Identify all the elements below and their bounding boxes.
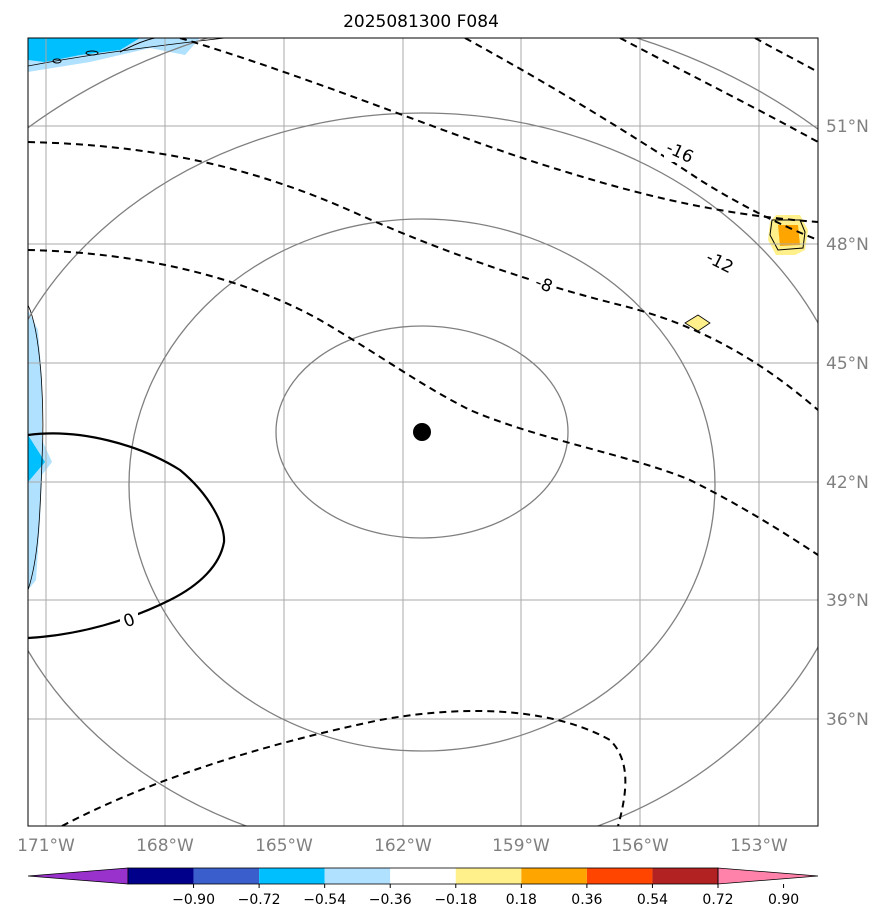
colorbar-tick-label: −0.36	[369, 892, 412, 908]
colorbar-segment	[586, 868, 653, 884]
colorbar-tick-label: 0.36	[571, 892, 602, 908]
lat-label-39: 39°N	[826, 591, 869, 611]
colorbar-tick-label: 0.90	[768, 892, 799, 908]
contour-label-minus-8: -8	[532, 272, 555, 297]
colorbar-segment	[259, 868, 325, 884]
colorbar-segment	[652, 868, 718, 884]
longitude-labels: 171°W 168°W 165°W 162°W 159°W 156°W 153°…	[17, 836, 788, 856]
colorbar-segment	[455, 868, 522, 884]
colorbar-tick-label: −0.72	[238, 892, 281, 908]
lon-label-168: 168°W	[136, 836, 194, 856]
lat-label-48: 48°N	[826, 235, 869, 255]
colorbar-extend-high	[717, 867, 819, 885]
range-rings	[28, 38, 818, 826]
contour-labels: -16 -12 -8 0	[120, 138, 736, 632]
zero-contour	[28, 432, 226, 640]
lon-label-165: 165°W	[255, 836, 313, 856]
colorbar-outline	[127, 867, 719, 885]
colorbar-segment	[128, 868, 194, 884]
colorbar-tick-label: −0.54	[303, 892, 346, 908]
lat-label-45: 45°N	[826, 354, 869, 374]
latitude-labels: 36°N 39°N 42°N 45°N 48°N 51°N	[826, 117, 869, 730]
lat-label-42: 42°N	[826, 473, 869, 493]
colorbar-segment	[390, 868, 456, 884]
map-frame	[27, 37, 819, 827]
colorbar-segment	[324, 868, 391, 884]
colorbar-tick-label: −0.90	[172, 892, 215, 908]
map-title: 2025081300 F084	[343, 12, 499, 32]
colorbar-tick-label: 0.18	[506, 892, 537, 908]
negative-anomaly-left	[28, 304, 52, 591]
negative-anomaly-top-left	[28, 38, 226, 72]
colorbar-segment	[193, 868, 260, 884]
colorbar-tick-label: 0.72	[702, 892, 733, 908]
lon-label-159: 159°W	[492, 836, 550, 856]
lon-label-156: 156°W	[611, 836, 669, 856]
lat-label-51: 51°N	[826, 117, 869, 137]
dashed-contours	[28, 38, 818, 826]
lat-label-36: 36°N	[826, 710, 869, 730]
map-panel: -16 -12 -8 0	[28, 38, 818, 826]
lon-label-171: 171°W	[17, 836, 75, 856]
colorbar: −0.90 −0.72 −0.54 −0.36 −0.18 0.18 0.36 0.54 0.7…	[27, 867, 819, 908]
colorbar-extend-low	[27, 867, 129, 885]
lon-label-153: 153°W	[730, 836, 788, 856]
graticule	[28, 38, 818, 826]
colorbar-tick-label: 0.54	[637, 892, 668, 908]
colorbar-tick-label: −0.18	[434, 892, 477, 908]
colorbar-segment	[521, 868, 587, 884]
lon-label-162: 162°W	[374, 836, 432, 856]
storm-center-marker	[413, 423, 431, 441]
positive-anomaly-right	[684, 215, 808, 332]
